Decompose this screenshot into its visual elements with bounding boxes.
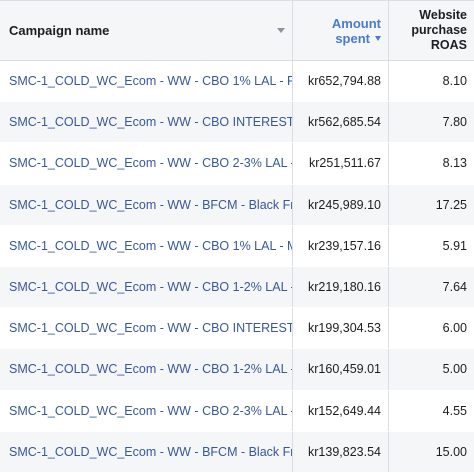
roas-value: 7.80: [442, 115, 467, 130]
campaign-name-cell: SMC-1_COLD_WC_Ecom - WW - CBO INTERESTS …: [0, 102, 293, 143]
amount-spent-label-line2: spent: [335, 30, 370, 46]
amount-spent-value: kr652,794.88: [308, 74, 381, 89]
roas-cell: 5.00: [389, 349, 474, 389]
table-row: SMC-1_COLD_WC_Ecom - WW - BFCM - Black F…: [0, 431, 474, 473]
amount-spent-cell: kr219,180.16: [293, 266, 389, 308]
campaign-name-link[interactable]: SMC-1_COLD_WC_Ecom - WW - CBO 1% LAL - F: [9, 74, 292, 89]
roas-label-line1: Website: [419, 8, 467, 22]
roas-value: 6.00: [442, 321, 467, 336]
roas-cell: 8.13: [389, 143, 474, 183]
roas-cell: 5.91: [389, 226, 474, 266]
campaign-name-cell: SMC-1_COLD_WC_Ecom - WW - BFCM - Black F…: [0, 184, 293, 225]
campaign-name-cell: SMC-1_COLD_WC_Ecom - WW - BFCM - Black F…: [0, 431, 293, 472]
roas-cell: 17.25: [389, 185, 474, 225]
roas-cell: 4.55: [389, 391, 474, 431]
campaign-name-cell: SMC-1_COLD_WC_Ecom - WW - CBO INTERESTS …: [0, 308, 293, 349]
roas-value: 8.10: [442, 74, 467, 89]
roas-cell: 7.64: [389, 267, 474, 307]
amount-spent-value: kr239,157.16: [308, 238, 381, 253]
amount-spent-value: kr562,685.54: [308, 115, 381, 130]
table-row: SMC-1_COLD_WC_Ecom - WW - CBO INTERESTS …: [0, 102, 474, 144]
table-row: SMC-1_COLD_WC_Ecom - WW - CBO 2-3% LAL -…: [0, 390, 474, 432]
roas-value: 17.25: [435, 197, 467, 212]
amount-spent-cell: kr562,685.54: [293, 102, 389, 143]
roas-label-line3: ROAS: [430, 38, 467, 52]
campaign-name-cell: SMC-1_COLD_WC_Ecom - WW - CBO 1% LAL - F: [0, 61, 293, 102]
amount-spent-value: kr160,459.01: [308, 362, 381, 377]
table-row: SMC-1_COLD_WC_Ecom - WW - CBO 1% LAL - F…: [0, 61, 474, 103]
campaign-name-link[interactable]: SMC-1_COLD_WC_Ecom - WW - CBO 1% LAL - M: [9, 238, 292, 253]
campaign-name-cell: SMC-1_COLD_WC_Ecom - WW - CBO 2-3% LAL -…: [0, 390, 293, 431]
amount-spent-cell: kr152,649.44: [293, 390, 389, 431]
amount-spent-cell: kr199,304.53: [293, 308, 389, 349]
chevron-down-icon[interactable]: [277, 28, 285, 33]
column-header-campaign-name[interactable]: Campaign name: [0, 1, 293, 60]
roas-value: 8.13: [442, 156, 467, 171]
roas-cell: 15.00: [389, 432, 474, 472]
amount-spent-value: kr245,989.10: [308, 197, 381, 212]
table-row: SMC-1_COLD_WC_Ecom - WW - CBO 1% LAL - M…: [0, 225, 474, 267]
campaign-name-link[interactable]: SMC-1_COLD_WC_Ecom - WW - CBO INTERESTS …: [9, 115, 292, 130]
campaign-name-link[interactable]: SMC-1_COLD_WC_Ecom - WW - BFCM - Black F…: [9, 444, 292, 459]
amount-spent-value: kr139,823.54: [308, 444, 381, 459]
table-row: SMC-1_COLD_WC_Ecom - WW - BFCM - Black F…: [0, 184, 474, 226]
amount-spent-cell: kr239,157.16: [293, 225, 389, 266]
sort-descending-icon[interactable]: [375, 35, 381, 41]
roas-value: 4.55: [442, 403, 467, 418]
amount-spent-cell: kr160,459.01: [293, 349, 389, 390]
campaign-name-link[interactable]: SMC-1_COLD_WC_Ecom - WW - CBO 1-2% LAL -…: [9, 280, 292, 295]
amount-spent-cell: kr652,794.88: [293, 61, 389, 102]
amount-spent-value: kr152,649.44: [308, 403, 381, 418]
amount-spent-cell: kr245,989.10: [293, 184, 389, 225]
amount-spent-value: kr199,304.53: [308, 321, 381, 336]
table-row: SMC-1_COLD_WC_Ecom - WW - CBO 1-2% LAL -…: [0, 349, 474, 391]
table-header: Campaign name Amount spent Website purch…: [0, 1, 474, 61]
amount-spent-label-line1: Amount: [331, 15, 381, 31]
table-row: SMC-1_COLD_WC_Ecom - WW - CBO INTERESTS …: [0, 308, 474, 350]
amount-spent-cell: kr251,511.67: [293, 143, 389, 184]
column-header-website-purchase-roas[interactable]: Website purchase ROAS: [389, 1, 474, 60]
table-body: SMC-1_COLD_WC_Ecom - WW - CBO 1% LAL - F…: [0, 61, 474, 473]
roas-cell: 7.80: [389, 102, 474, 142]
campaign-name-cell: SMC-1_COLD_WC_Ecom - WW - CBO 1% LAL - M: [0, 225, 293, 266]
campaign-name-cell: SMC-1_COLD_WC_Ecom - WW - CBO 1-2% LAL -…: [0, 349, 293, 390]
campaign-name-link[interactable]: SMC-1_COLD_WC_Ecom - WW - CBO INTERESTS …: [9, 321, 292, 336]
column-header-campaign-name-label: Campaign name: [9, 23, 110, 38]
amount-spent-value: kr251,511.67: [308, 156, 381, 171]
campaign-name-link[interactable]: SMC-1_COLD_WC_Ecom - WW - CBO 2-3% LAL -…: [9, 403, 292, 418]
column-header-amount-spent[interactable]: Amount spent: [293, 1, 389, 60]
table-row: SMC-1_COLD_WC_Ecom - WW - CBO 2-3% LAL -…: [0, 143, 474, 185]
roas-value: 15.00: [435, 444, 467, 459]
campaign-name-link[interactable]: SMC-1_COLD_WC_Ecom - WW - CBO 1-2% LAL -…: [9, 362, 292, 377]
roas-value: 5.00: [442, 362, 467, 377]
roas-value: 7.64: [442, 280, 467, 295]
campaign-name-link[interactable]: SMC-1_COLD_WC_Ecom - WW - CBO 2-3% LAL -…: [9, 156, 292, 171]
amount-spent-cell: kr139,823.54: [293, 431, 389, 472]
campaign-name-link[interactable]: SMC-1_COLD_WC_Ecom - WW - BFCM - Black F…: [9, 197, 292, 212]
campaign-name-cell: SMC-1_COLD_WC_Ecom - WW - CBO 2-3% LAL -…: [0, 143, 293, 184]
roas-label-line2: purchase: [411, 23, 467, 37]
roas-cell: 6.00: [389, 308, 474, 348]
roas-cell: 8.10: [389, 61, 474, 101]
roas-value: 5.91: [442, 238, 467, 253]
campaign-name-cell: SMC-1_COLD_WC_Ecom - WW - CBO 1-2% LAL -…: [0, 266, 293, 308]
amount-spent-value: kr219,180.16: [308, 280, 381, 295]
table-row: SMC-1_COLD_WC_Ecom - WW - CBO 1-2% LAL -…: [0, 266, 474, 309]
